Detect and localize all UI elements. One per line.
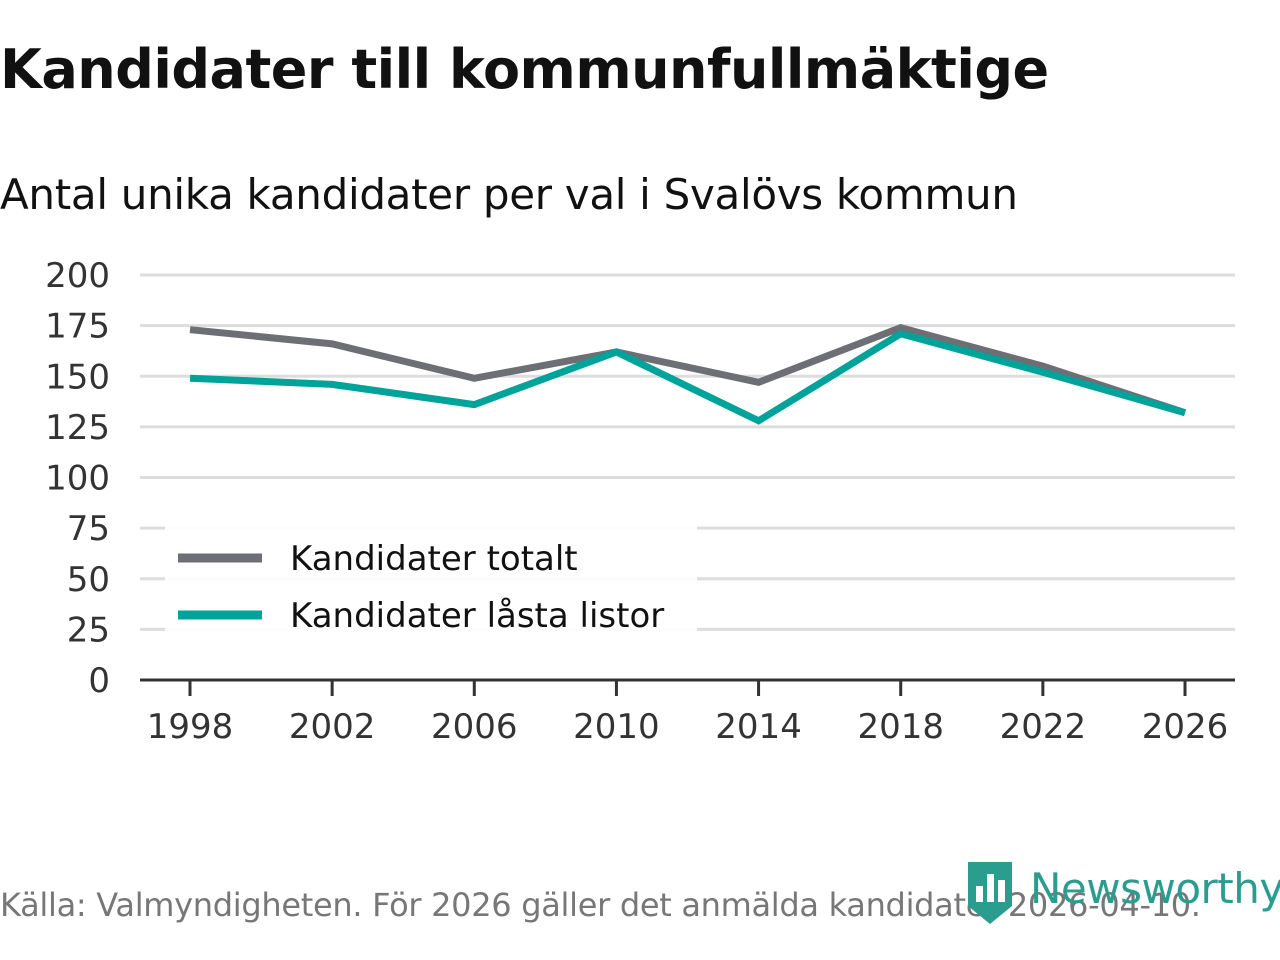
y-tick-label: 100 (45, 459, 110, 499)
y-tick-label: 175 (45, 307, 110, 347)
legend-background (165, 525, 697, 645)
series-line-kandidater-totalt (189, 323, 1187, 417)
chart-subtitle: Antal unika kandidater per val i Svalövs… (0, 170, 1018, 219)
x-tick-label: 2002 (289, 707, 376, 747)
x-tick-label: 1998 (147, 707, 234, 747)
x-tick-label: 2014 (715, 707, 802, 747)
brand-name: Newsworthy (1030, 864, 1280, 913)
y-tick-label: 25 (67, 610, 110, 650)
x-tick-label: 2018 (857, 707, 944, 747)
x-axis: 1998 2002 2006 2010 2014 2018 2022 2026 (140, 678, 1235, 747)
x-tick-label: 2022 (1000, 707, 1087, 747)
y-axis-ticks: 0 25 50 75 100 125 150 175 200 (45, 256, 110, 701)
newsworthy-logo-icon (968, 862, 1012, 924)
y-tick-label: 125 (45, 408, 110, 448)
legend-item-kandidater-totalt-label: Kandidater totalt (290, 539, 578, 579)
series-lines (189, 323, 1187, 425)
x-tick-label: 2006 (431, 707, 518, 747)
y-tick-label: 200 (45, 256, 110, 296)
series-line-kandidater-lasta-listor (189, 329, 1186, 425)
brand-logo: Newsworthy (964, 860, 1280, 930)
x-tick-label: 2026 (1142, 707, 1229, 747)
y-tick-label: 150 (45, 357, 110, 397)
y-tick-label: 0 (88, 661, 110, 701)
x-tick-label: 2010 (573, 707, 660, 747)
legend-item-kandidater-lasta-listor-label: Kandidater låsta listor (290, 596, 664, 636)
y-tick-label: 50 (67, 560, 110, 600)
chart-title: Kandidater till kommunfullmäktige (0, 38, 1049, 101)
y-tick-label: 75 (67, 509, 110, 549)
legend: Kandidater totalt Kandidater låsta listor (165, 525, 697, 645)
